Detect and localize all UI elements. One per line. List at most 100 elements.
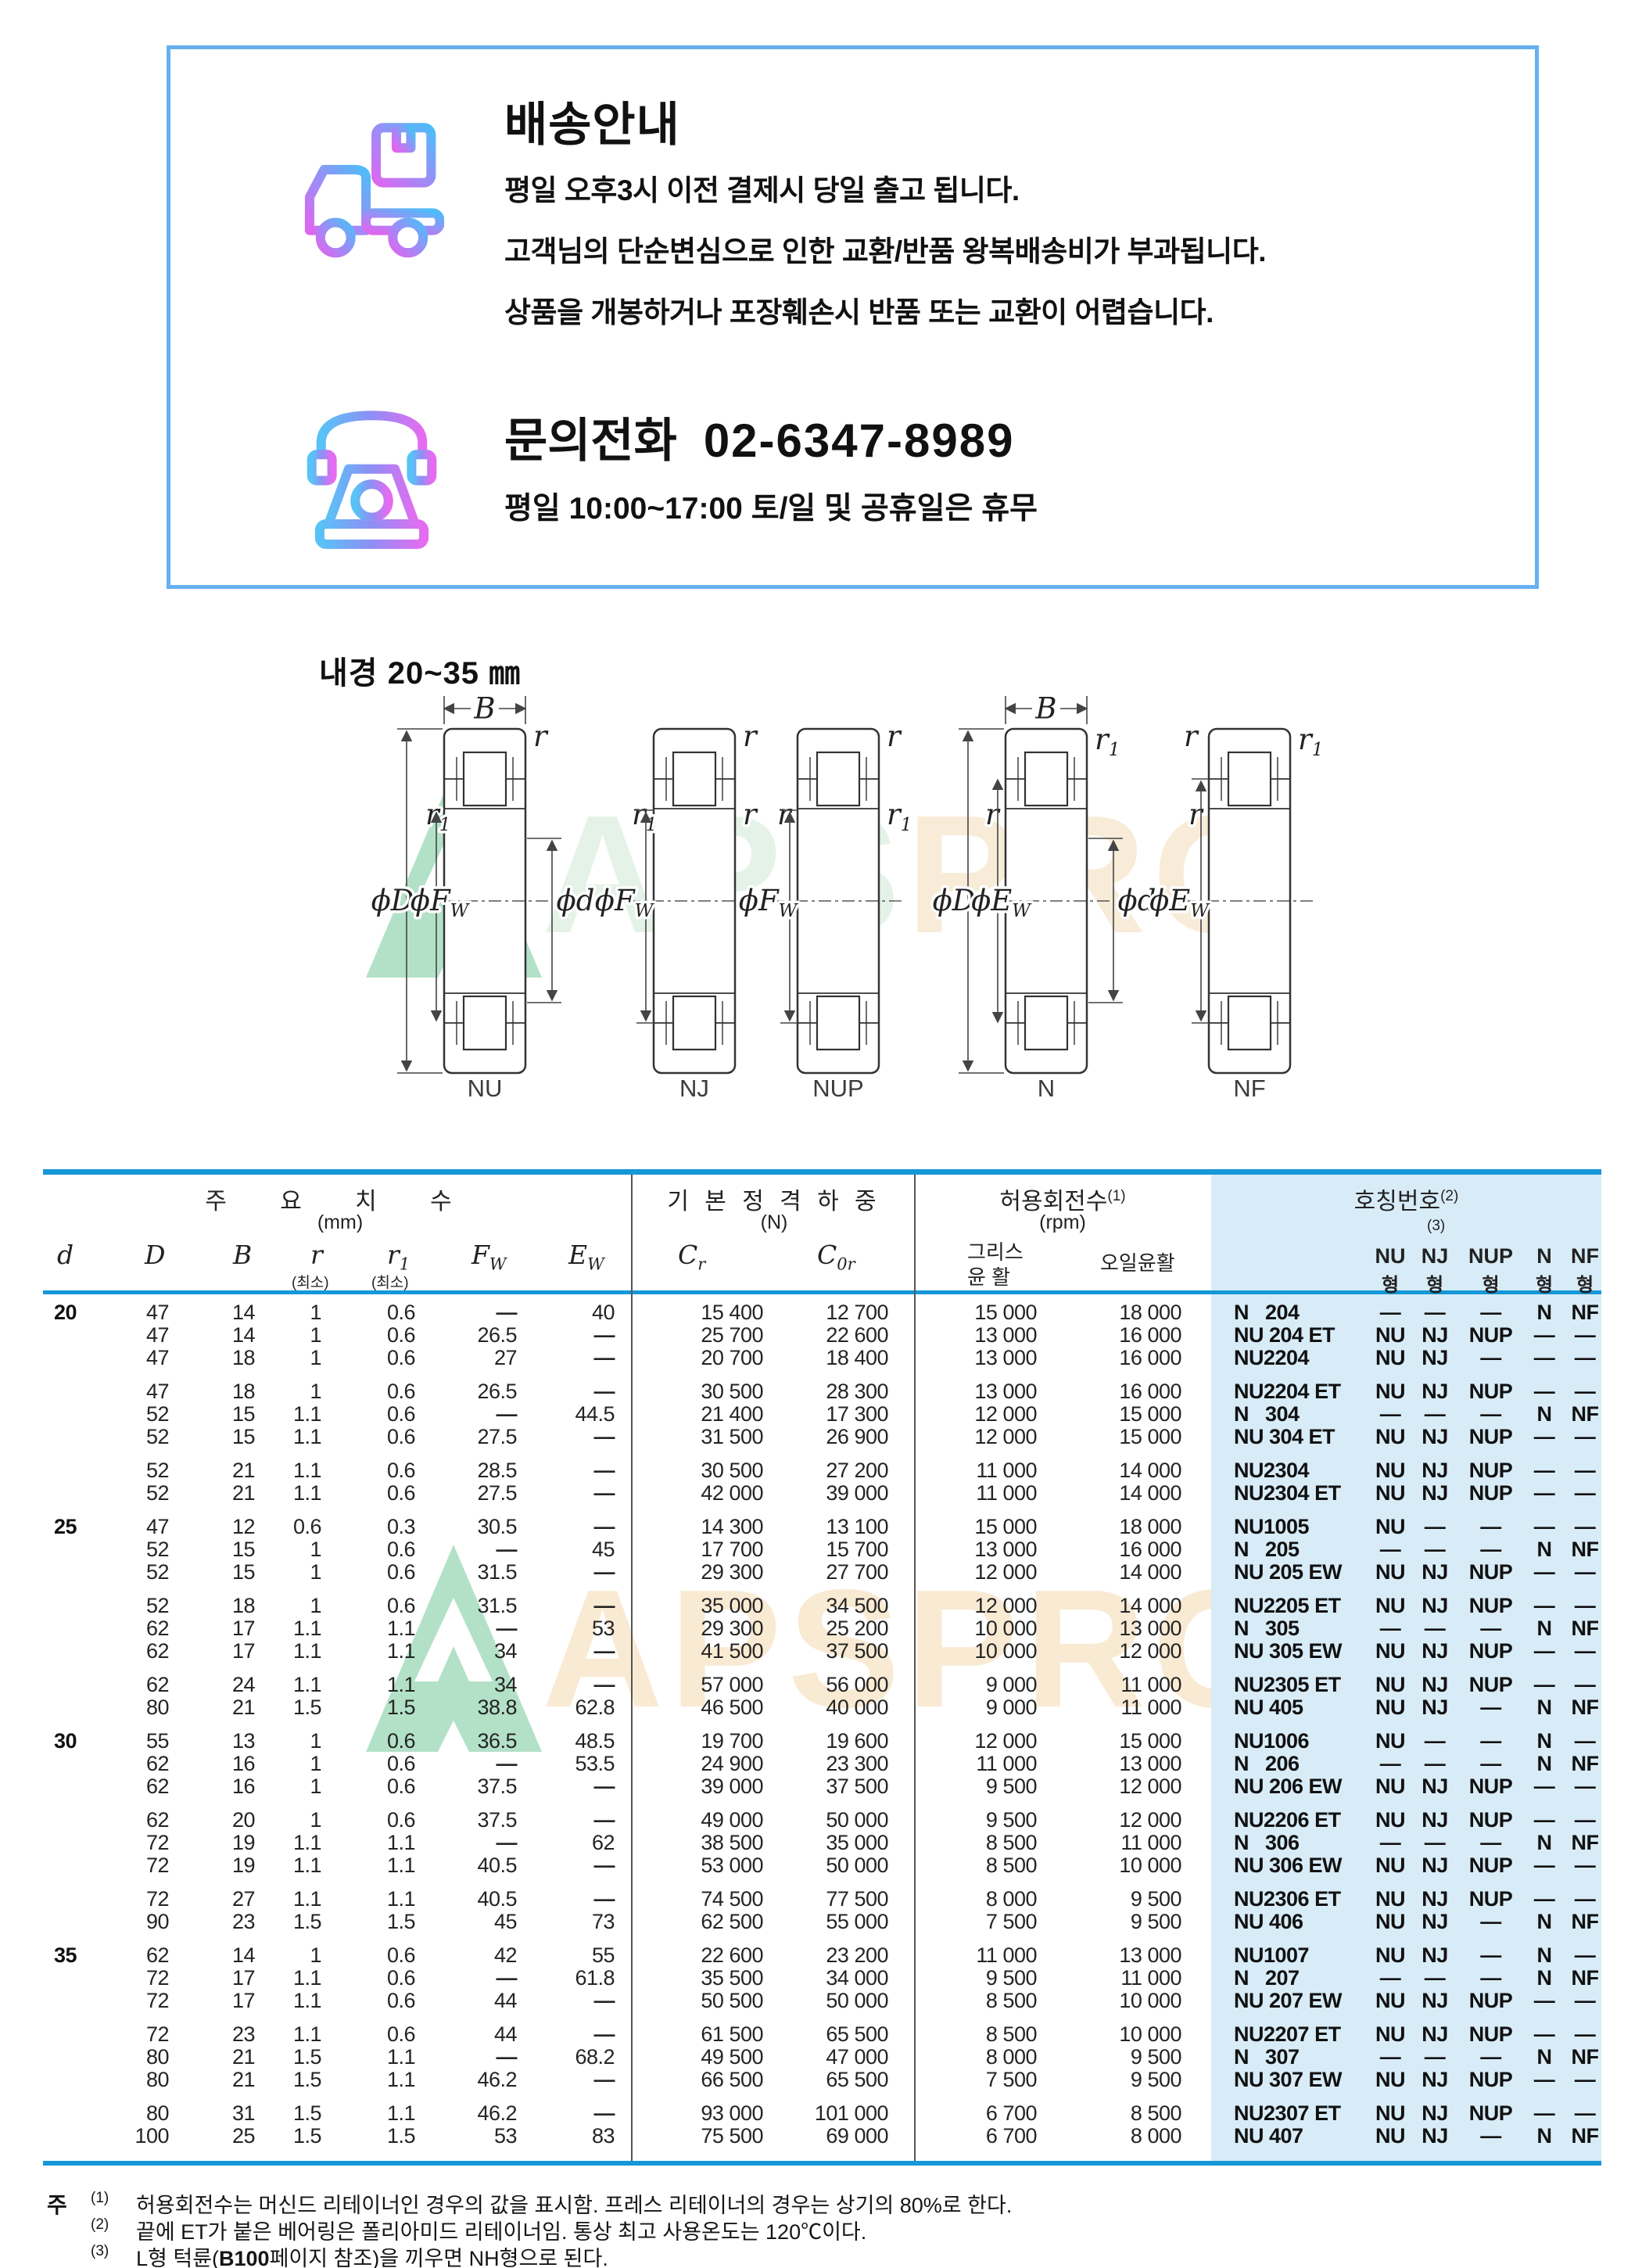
col-form-n: N xyxy=(1536,1244,1552,1268)
col-B: B xyxy=(233,1240,253,1270)
bearing-diagrams: B r r1 ϕD ϕFW ϕd r r1 r ϕFW r r r xyxy=(368,689,1326,1102)
cell-form-n: — xyxy=(1533,1808,1555,1832)
cell-designation: NU 304 ET xyxy=(1234,1425,1335,1448)
cell-r1: 1.1 xyxy=(386,1639,416,1663)
cell-Cr: 53 000 xyxy=(701,1854,763,1877)
cell-form-n: — xyxy=(1533,1515,1555,1538)
cell-form-nu: NU xyxy=(1375,2101,1406,2125)
table-row: 62 17 1.1 1.1 34 — 41 500 37 500 10 000 … xyxy=(43,1639,1601,1663)
cell-designation: NU1006 xyxy=(1234,1729,1310,1753)
cell-designation: NU 204 ET xyxy=(1234,1323,1335,1347)
diagram-label-nf: NF xyxy=(1233,1075,1265,1102)
cell-grease-rpm: 12 000 xyxy=(974,1402,1037,1426)
bore-range-title: 내경 20~35 ㎜ xyxy=(319,656,522,691)
cell-C0r: 12 700 xyxy=(826,1301,888,1324)
cell-oil-rpm: 11 000 xyxy=(1120,1673,1181,1696)
cell-D: 62 xyxy=(145,1808,170,1832)
svg-text:ϕFW: ϕFW xyxy=(739,884,799,921)
footnote-3: (3) L형 턱륜(B100페이지 참조)을 끼우면 NH형으로 된다. xyxy=(91,2243,608,2268)
cell-designation: NU2204 xyxy=(1234,1346,1310,1369)
cell-form-nj: NJ xyxy=(1422,1910,1448,1933)
cell-C0r: 17 300 xyxy=(826,1402,888,1426)
cell-form-nup: — xyxy=(1480,1402,1501,1426)
cell-oil-rpm: 13 000 xyxy=(1119,1617,1181,1640)
cell-form-n: — xyxy=(1533,1560,1555,1584)
cell-form-nf: NF xyxy=(1571,2045,1600,2069)
cell-Fw: 26.5 xyxy=(477,1380,517,1403)
table-row: 47 18 1 0.6 26.5 — 30 500 28 300 13 000 … xyxy=(43,1380,1601,1403)
cell-grease-rpm: 9 500 xyxy=(985,1808,1038,1832)
cell-r1: 1.1 xyxy=(386,2068,416,2091)
cell-grease-rpm: 15 000 xyxy=(974,1301,1037,1324)
cell-r1: 0.3 xyxy=(386,1515,416,1538)
cell-designation: NU 405 xyxy=(1234,1696,1303,1719)
cell-form-nf: — xyxy=(1574,2068,1596,2091)
cell-r1: 1.5 xyxy=(386,1696,416,1719)
cell-form-nup: — xyxy=(1480,2124,1501,2148)
cell-form-nu: — xyxy=(1379,1617,1401,1640)
cell-C0r: 34 000 xyxy=(826,1966,888,1990)
cell-form-nup: — xyxy=(1480,1301,1501,1324)
business-hours: 평일 10:00~17:00 토/일 및 공휴일은 휴무 xyxy=(504,492,1038,526)
header-designation: 호칭번호(2) xyxy=(1353,1188,1459,1215)
cell-Fw: 37.5 xyxy=(477,1775,517,1798)
cell-r: 1 xyxy=(310,1538,321,1561)
cell-form-nj: NJ xyxy=(1422,1989,1448,2012)
cell-designation: N 306 xyxy=(1234,1831,1300,1854)
cell-grease-rpm: 15 000 xyxy=(974,1515,1037,1538)
cell-form-nup: — xyxy=(1480,2045,1501,2069)
cell-Ew: — xyxy=(593,1808,615,1832)
cell-D: 100 xyxy=(134,2124,169,2148)
cell-Cr: 19 700 xyxy=(701,1729,763,1753)
cell-Ew: — xyxy=(593,1481,615,1505)
cell-Ew: 61.8 xyxy=(575,1966,615,1990)
cell-grease-rpm: 9 500 xyxy=(985,1775,1038,1798)
cell-designation: N 206 xyxy=(1234,1752,1300,1775)
cell-form-n: N xyxy=(1536,1301,1553,1324)
cell-Ew: — xyxy=(593,2022,615,2046)
cell-C0r: 34 500 xyxy=(826,1594,888,1617)
cell-form-n: — xyxy=(1533,1673,1555,1696)
cell-B: 18 xyxy=(231,1594,256,1617)
cell-Cr: 66 500 xyxy=(701,2068,763,2091)
cell-D: 62 xyxy=(145,1752,170,1775)
cell-form-nf: — xyxy=(1574,1943,1596,1967)
cell-grease-rpm: 12 000 xyxy=(974,1729,1037,1753)
svg-text:r1: r1 xyxy=(887,798,912,835)
cell-oil-rpm: 12 000 xyxy=(1119,1808,1181,1832)
table-row: 100 25 1.5 1.5 53 83 75 500 69 000 6 700… xyxy=(43,2124,1601,2148)
cell-r1: 0.6 xyxy=(386,1560,416,1584)
cell-form-nf: NF xyxy=(1571,1301,1600,1324)
cell-Fw: 44 xyxy=(493,2022,518,2046)
cell-D: 47 xyxy=(145,1380,170,1403)
col-Ew: EW xyxy=(568,1240,604,1274)
cell-form-nup: — xyxy=(1480,1515,1501,1538)
cell-Cr: 75 500 xyxy=(701,2124,763,2148)
cell-r: 1.1 xyxy=(292,1831,322,1854)
cell-form-n: — xyxy=(1533,1887,1555,1911)
cell-Fw: 31.5 xyxy=(477,1594,517,1617)
cell-form-nj: NJ xyxy=(1422,2101,1448,2125)
cell-D: 72 xyxy=(145,1831,170,1854)
header-note3-sup: (3) xyxy=(1427,1218,1446,1234)
cell-form-n: — xyxy=(1533,1380,1555,1403)
cell-form-nf: — xyxy=(1574,1459,1596,1482)
cell-r: 1.1 xyxy=(292,1673,322,1696)
table-row: 80 21 1.5 1.1 46.2 — 66 500 65 500 7 500… xyxy=(43,2068,1601,2091)
cell-form-nj: NJ xyxy=(1422,1887,1448,1911)
cell-Ew: — xyxy=(593,1673,615,1696)
cell-form-n: — xyxy=(1533,2068,1555,2091)
cell-Fw: 36.5 xyxy=(477,1729,517,1753)
cell-r1: 0.6 xyxy=(386,1481,416,1505)
cell-form-nup: — xyxy=(1480,1346,1501,1369)
cell-B: 24 xyxy=(231,1673,256,1696)
cell-form-nup: — xyxy=(1480,1966,1501,1990)
cell-Cr: 62 500 xyxy=(701,1910,763,1933)
cell-form-nf: NF xyxy=(1571,1966,1600,1990)
cell-form-nu: — xyxy=(1379,1301,1401,1324)
cell-D: 80 xyxy=(145,2045,170,2069)
cell-form-nf: — xyxy=(1574,1989,1596,2012)
cell-form-n: — xyxy=(1533,1594,1555,1617)
cell-form-nu: — xyxy=(1379,1538,1401,1561)
cell-form-n: — xyxy=(1533,1425,1555,1448)
